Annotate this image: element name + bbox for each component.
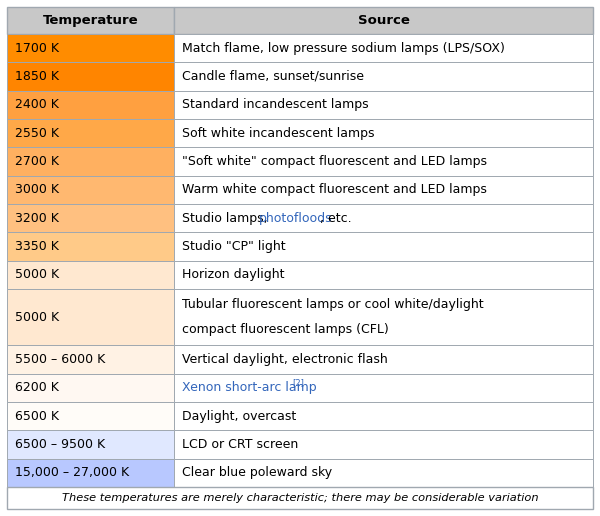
Text: Candle flame, sunset/sunrise: Candle flame, sunset/sunrise — [182, 70, 364, 83]
Bar — [7, 62, 174, 91]
Text: Studio "CP" light: Studio "CP" light — [182, 240, 286, 253]
Bar — [7, 430, 174, 459]
Text: 3200 K: 3200 K — [15, 212, 59, 224]
Text: Source: Source — [358, 14, 409, 27]
Bar — [174, 430, 593, 459]
Text: "Soft white" compact fluorescent and LED lamps: "Soft white" compact fluorescent and LED… — [182, 155, 487, 168]
Bar — [174, 147, 593, 175]
Bar — [7, 402, 174, 430]
Bar — [7, 232, 174, 261]
Bar — [174, 289, 593, 345]
Text: Warm white compact fluorescent and LED lamps: Warm white compact fluorescent and LED l… — [182, 183, 487, 196]
Bar — [7, 91, 174, 119]
Bar — [7, 345, 174, 374]
Text: , etc.: , etc. — [320, 212, 351, 224]
Bar — [174, 175, 593, 204]
Bar — [174, 459, 593, 487]
Bar — [174, 119, 593, 147]
Bar — [7, 459, 174, 487]
Text: 1700 K: 1700 K — [15, 42, 59, 55]
Text: Clear blue poleward sky: Clear blue poleward sky — [182, 466, 332, 479]
Text: 5500 – 6000 K: 5500 – 6000 K — [15, 353, 105, 366]
Bar — [174, 91, 593, 119]
Text: 15,000 – 27,000 K: 15,000 – 27,000 K — [15, 466, 129, 479]
Text: compact fluorescent lamps (CFL): compact fluorescent lamps (CFL) — [182, 323, 389, 336]
Bar — [174, 34, 593, 62]
Text: Soft white incandescent lamps: Soft white incandescent lamps — [182, 126, 374, 140]
Text: Vertical daylight, electronic flash: Vertical daylight, electronic flash — [182, 353, 388, 366]
Text: 2550 K: 2550 K — [15, 126, 59, 140]
Text: 1850 K: 1850 K — [15, 70, 59, 83]
Bar — [174, 7, 593, 34]
Text: 5000 K: 5000 K — [15, 268, 59, 281]
Text: 5000 K: 5000 K — [15, 311, 59, 324]
Text: 2400 K: 2400 K — [15, 98, 59, 111]
Bar — [7, 374, 174, 402]
Bar — [174, 402, 593, 430]
Bar — [7, 487, 593, 509]
Text: LCD or CRT screen: LCD or CRT screen — [182, 438, 298, 451]
Text: 6500 K: 6500 K — [15, 410, 59, 423]
Bar — [174, 62, 593, 91]
Bar — [7, 289, 174, 345]
Bar — [7, 204, 174, 232]
Bar — [174, 261, 593, 289]
Text: 3350 K: 3350 K — [15, 240, 59, 253]
Text: Standard incandescent lamps: Standard incandescent lamps — [182, 98, 368, 111]
Bar — [174, 232, 593, 261]
Text: Daylight, overcast: Daylight, overcast — [182, 410, 296, 423]
Bar — [7, 34, 174, 62]
Text: Match flame, low pressure sodium lamps (LPS/SOX): Match flame, low pressure sodium lamps (… — [182, 42, 505, 55]
Text: Temperature: Temperature — [43, 14, 139, 27]
Text: Studio lamps,: Studio lamps, — [182, 212, 272, 224]
Bar — [7, 7, 174, 34]
Bar — [7, 261, 174, 289]
Bar — [7, 119, 174, 147]
Text: 3000 K: 3000 K — [15, 183, 59, 196]
Bar — [174, 345, 593, 374]
Bar — [174, 204, 593, 232]
Text: 6200 K: 6200 K — [15, 381, 59, 394]
Text: These temperatures are merely characteristic; there may be considerable variatio: These temperatures are merely characteri… — [62, 493, 538, 503]
Bar — [7, 147, 174, 175]
Text: Horizon daylight: Horizon daylight — [182, 268, 284, 281]
Text: 6500 – 9500 K: 6500 – 9500 K — [15, 438, 105, 451]
Bar — [7, 175, 174, 204]
Bar — [174, 374, 593, 402]
Text: photofloods: photofloods — [259, 212, 332, 224]
Text: [2]: [2] — [292, 378, 304, 388]
Text: Xenon short-arc lamp: Xenon short-arc lamp — [182, 381, 317, 394]
Text: 2700 K: 2700 K — [15, 155, 59, 168]
Text: Tubular fluorescent lamps or cool white/daylight: Tubular fluorescent lamps or cool white/… — [182, 298, 484, 311]
